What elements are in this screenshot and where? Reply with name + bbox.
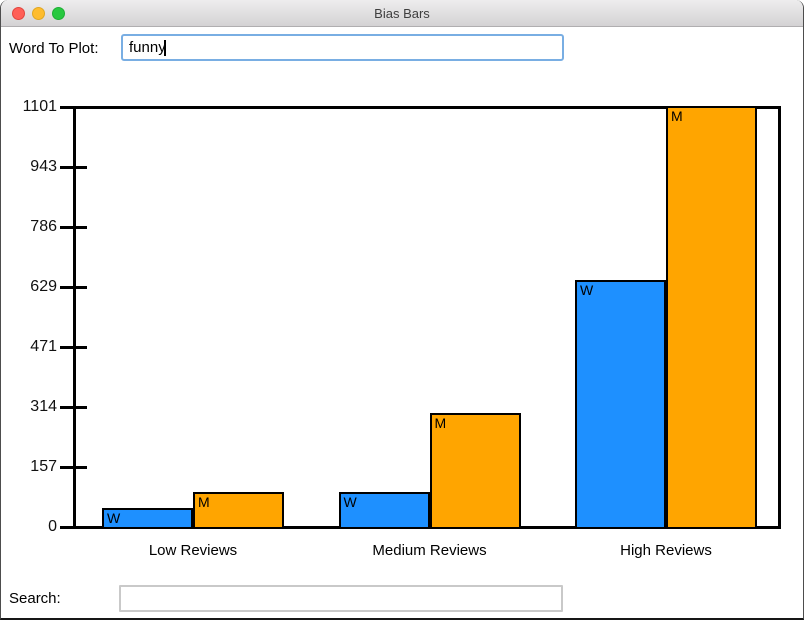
bar-series-label: M <box>434 415 447 432</box>
bar-m-medium-reviews: M <box>429 413 521 529</box>
bar-m-high-reviews: M <box>666 106 757 529</box>
y-tick <box>60 526 87 529</box>
y-tick <box>60 406 87 409</box>
plot-frame <box>73 106 781 529</box>
bar-m-low-reviews: M <box>193 491 284 529</box>
y-tick <box>60 166 87 169</box>
y-tick-label: 471 <box>30 338 57 355</box>
bar-series-label: W <box>343 493 357 510</box>
y-tick-label: 1101 <box>22 98 57 115</box>
category-label: High Reviews <box>620 542 712 559</box>
y-tick <box>60 106 87 109</box>
minimize-button[interactable] <box>32 7 45 20</box>
zoom-button[interactable] <box>52 7 65 20</box>
category-label: Low Reviews <box>148 542 238 559</box>
bar-series-label: W <box>107 510 121 527</box>
y-tick-label: 314 <box>30 398 57 415</box>
bar-series-label: M <box>198 493 210 510</box>
y-tick-label: 943 <box>30 158 57 175</box>
y-tick <box>60 466 87 469</box>
search-label: Search: <box>9 590 61 607</box>
word-to-plot-input[interactable] <box>121 34 564 61</box>
bar-w-medium-reviews: W <box>338 491 430 529</box>
text-caret <box>164 40 166 56</box>
y-tick-label: 786 <box>30 218 57 235</box>
y-tick <box>60 346 87 349</box>
bar-w-high-reviews: W <box>575 279 666 529</box>
y-tick <box>60 286 87 289</box>
y-tick-label: 0 <box>48 518 57 535</box>
title-bar[interactable]: Bias Bars <box>1 0 803 27</box>
search-input[interactable] <box>119 585 563 612</box>
y-tick-label: 157 <box>30 458 57 475</box>
category-label: Medium Reviews <box>372 542 487 559</box>
y-tick <box>60 226 87 229</box>
word-to-plot-label: Word To Plot: <box>9 40 99 57</box>
bar-w-low-reviews: W <box>102 508 193 529</box>
window-title: Bias Bars <box>374 6 430 21</box>
bar-series-label: W <box>580 281 594 298</box>
close-button[interactable] <box>12 7 25 20</box>
bar-series-label: M <box>671 108 683 124</box>
y-tick-label: 629 <box>30 278 57 295</box>
